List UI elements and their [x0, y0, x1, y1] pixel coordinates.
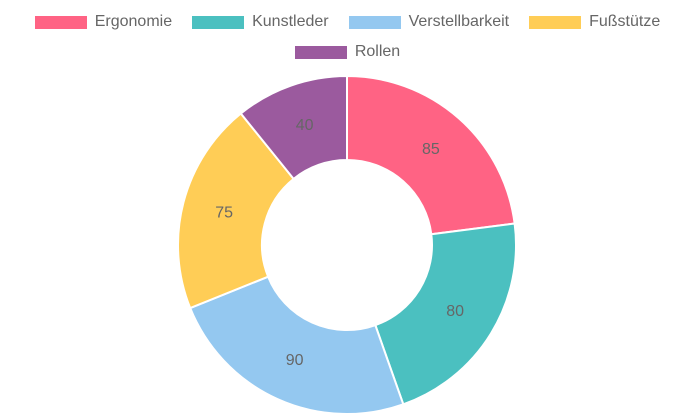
- slice-value-label: 90: [286, 352, 304, 369]
- legend-item-rollen[interactable]: Rollen: [294, 42, 401, 62]
- legend-label: Kunstleder: [252, 13, 329, 30]
- legend-item-kunstleder[interactable]: Kunstleder: [192, 12, 329, 32]
- legend-swatch: [192, 15, 245, 29]
- slice-value-label: 80: [446, 303, 464, 320]
- legend-swatch: [348, 15, 401, 29]
- legend-label: Fußstütze: [589, 13, 661, 30]
- slice-verstellbarkeit[interactable]: [188, 275, 405, 415]
- slice-rollen[interactable]: [239, 74, 348, 181]
- legend-swatch: [529, 15, 582, 29]
- legend-label: Rollen: [354, 43, 401, 60]
- legend-item-fussstuetze[interactable]: Fußstütze: [529, 12, 660, 32]
- legend-item-ergonomie[interactable]: Ergonomie: [34, 12, 173, 32]
- legend: Ergonomie Kunstleder Verstellbarkeit Fuß…: [0, 0, 695, 62]
- slice-kunstleder[interactable]: [374, 222, 517, 406]
- slice-ergonomie[interactable]: [346, 74, 516, 236]
- slice-value-label: 40: [296, 117, 314, 134]
- legend-label: Verstellbarkeit: [408, 13, 510, 30]
- slice-value-label: 85: [422, 141, 440, 158]
- slice-value-label: 75: [215, 204, 233, 221]
- legend-swatch: [294, 45, 347, 59]
- legend-label: Ergonomie: [94, 13, 173, 30]
- legend-item-verstellbarkeit[interactable]: Verstellbarkeit: [348, 12, 510, 32]
- legend-swatch: [34, 15, 87, 29]
- slice-fußstütze[interactable]: [177, 112, 296, 310]
